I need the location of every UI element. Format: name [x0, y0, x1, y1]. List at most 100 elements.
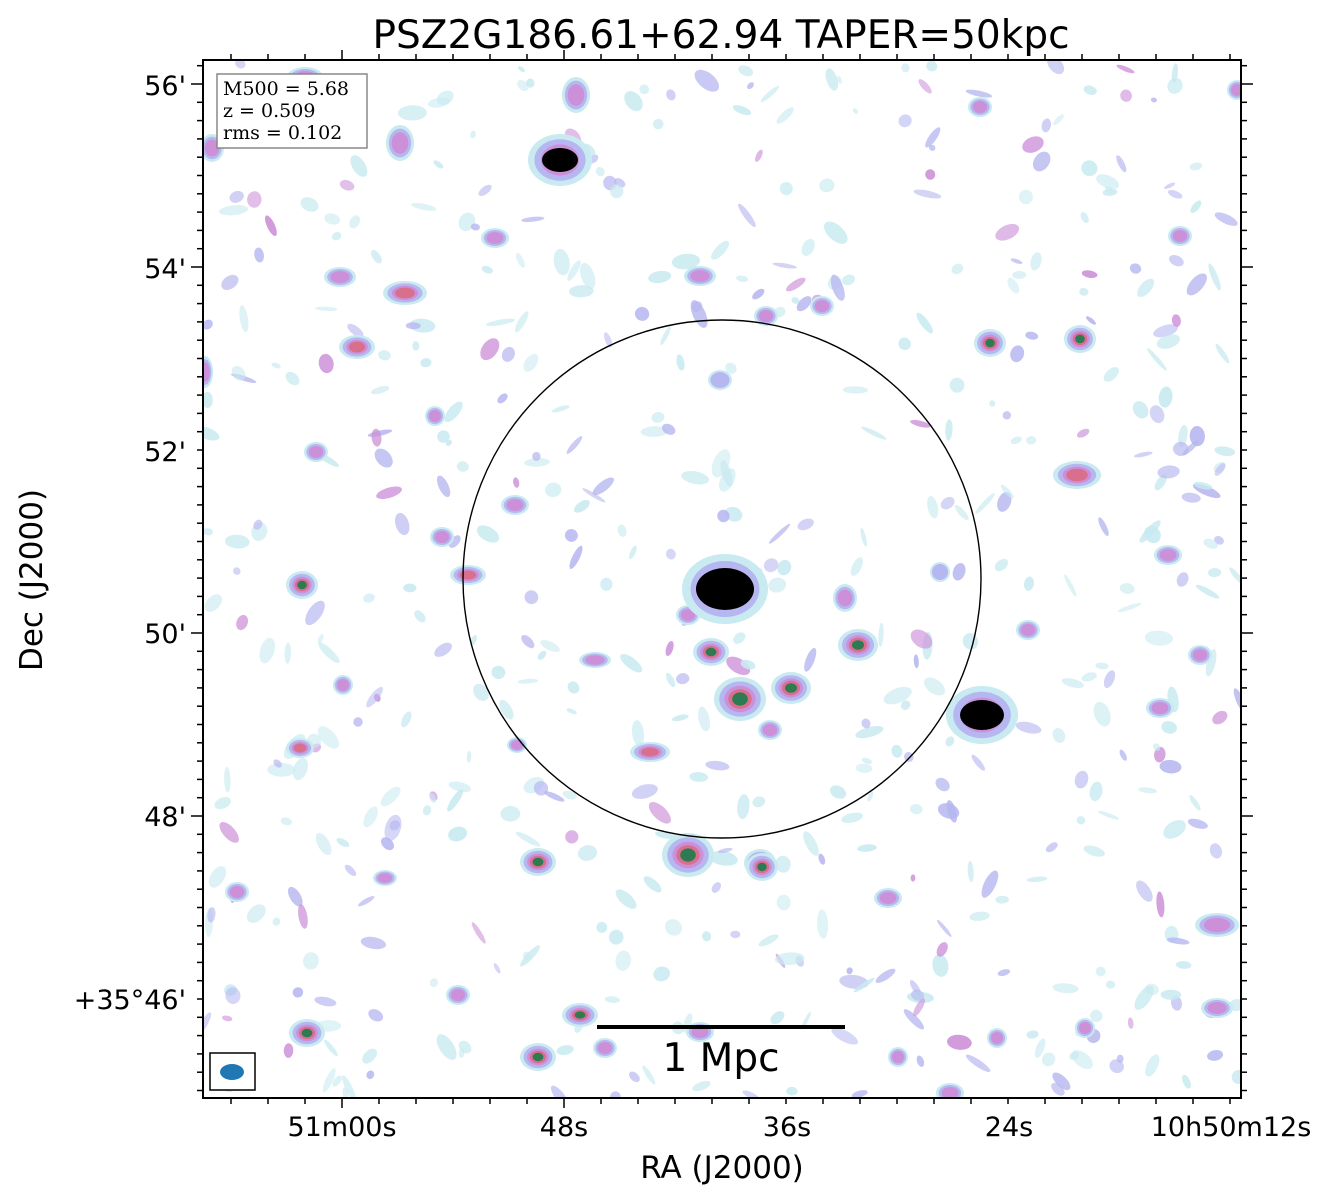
- noise-patch: [285, 371, 300, 386]
- noise-patch: [711, 882, 722, 893]
- noise-patch: [608, 929, 624, 945]
- noise-patch: [448, 781, 472, 793]
- noise-patch: [1076, 816, 1086, 825]
- source-contour: [391, 132, 409, 154]
- emission-sources: [203, 67, 1241, 1098]
- noise-patch: [925, 169, 936, 180]
- source-contour: [1079, 1022, 1091, 1034]
- noise-patch: [517, 79, 529, 92]
- noise-patch: [553, 248, 570, 276]
- noise-patch: [1205, 649, 1217, 677]
- noise-patch: [448, 826, 468, 842]
- noise-patch: [823, 221, 848, 244]
- noise-patch: [342, 1075, 357, 1098]
- noise-patch: [1103, 367, 1119, 382]
- noise-patch: [634, 306, 650, 321]
- noise-patch: [610, 1091, 621, 1098]
- source-contour: [204, 139, 220, 157]
- noise-patch: [857, 844, 877, 852]
- noise-patch: [551, 405, 570, 413]
- noise-patch: [517, 678, 539, 684]
- source-contour: [229, 886, 245, 898]
- noise-patch: [363, 593, 375, 603]
- noise-patch: [473, 683, 489, 701]
- source-contour: [1066, 468, 1088, 482]
- noise-patch: [524, 590, 539, 605]
- noise-patch: [662, 423, 676, 435]
- noise-patch: [738, 65, 754, 77]
- source-contour: [680, 609, 696, 621]
- noise-patch: [317, 633, 324, 644]
- noise-patch: [403, 583, 417, 593]
- noise-patch: [776, 107, 794, 124]
- noise-patch: [891, 744, 903, 758]
- noise-patch: [1026, 876, 1048, 883]
- noise-patch: [1214, 212, 1238, 226]
- noise-patch: [935, 777, 950, 792]
- noise-patch: [1187, 818, 1208, 829]
- noise-patch: [476, 525, 500, 543]
- noise-patch: [1208, 263, 1221, 291]
- noise-patch: [604, 332, 613, 348]
- source-contour: [1172, 230, 1188, 242]
- source-contour: [941, 1087, 959, 1098]
- noise-patch: [842, 386, 869, 394]
- noise-patch: [203, 528, 213, 536]
- noise-patch: [565, 830, 579, 844]
- noise-patch: [349, 215, 361, 229]
- noise-patch: [916, 1055, 925, 1067]
- noise-patch: [273, 759, 282, 768]
- axis-ticks: [191, 50, 1253, 1108]
- noise-patch: [568, 285, 594, 298]
- noise-patch: [592, 477, 614, 496]
- noise-patch: [768, 577, 787, 593]
- noise-patch: [952, 563, 966, 581]
- noise-patch: [1144, 983, 1159, 996]
- noise-patch: [540, 640, 560, 652]
- noise-patch: [1052, 983, 1079, 994]
- chart-title: PSZ2G186.61+62.94 TAPER=50kpc: [372, 13, 1069, 58]
- noise-patch: [284, 642, 292, 664]
- source-contour: [892, 1051, 904, 1063]
- noise-patch: [322, 1068, 336, 1093]
- noise-patch: [1119, 749, 1127, 761]
- source-contour: [1020, 624, 1036, 636]
- y-tick-label: +35°46': [74, 985, 186, 1016]
- noise-patch: [664, 919, 683, 936]
- noise-patch: [236, 614, 248, 631]
- noise-patch: [768, 523, 791, 544]
- noise-patch: [302, 952, 319, 970]
- noise-patch: [437, 430, 450, 443]
- noise-patch: [1166, 937, 1190, 945]
- noise-patch: [287, 886, 303, 907]
- noise-patch: [1045, 842, 1058, 853]
- noise-patch: [1153, 324, 1178, 338]
- source-contour: [852, 640, 864, 650]
- noise-patch: [1154, 474, 1167, 491]
- source-contour: [203, 362, 210, 382]
- noise-patch: [520, 945, 541, 967]
- noise-patch: [491, 665, 506, 680]
- source-contour: [511, 740, 523, 750]
- source-contour: [1231, 84, 1241, 96]
- noise-patch: [264, 215, 277, 236]
- noise-patch: [785, 277, 806, 292]
- noise-patch: [997, 969, 1011, 977]
- noise-patch: [456, 461, 469, 472]
- noise-patch: [1052, 1072, 1071, 1091]
- noise-patch: [836, 75, 842, 84]
- source-contour: [1207, 1002, 1227, 1014]
- source-contour: [434, 531, 450, 543]
- source-contour: [972, 101, 988, 113]
- noise-patch: [786, 1086, 798, 1096]
- noise-patch: [791, 297, 800, 304]
- noise-patch: [997, 491, 1012, 512]
- source-contour: [377, 873, 393, 883]
- noise-patch: [648, 270, 672, 284]
- source-contour: [1159, 549, 1177, 561]
- noise-patch: [1012, 270, 1027, 280]
- noise-patch: [229, 190, 244, 203]
- noise-patch: [1208, 568, 1222, 578]
- noise-patch: [694, 69, 720, 92]
- noise-patch: [314, 996, 337, 1007]
